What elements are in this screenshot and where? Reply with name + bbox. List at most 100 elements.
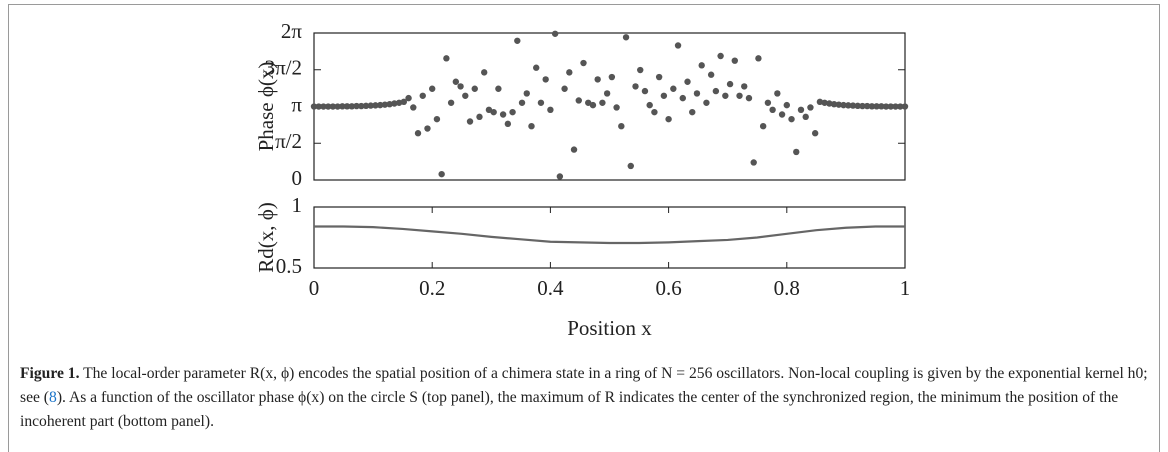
scatter-point xyxy=(854,102,861,110)
scatter-point xyxy=(537,99,545,106)
y-axis-label: Rd(x, ϕ) xyxy=(254,202,278,273)
scatter-point xyxy=(353,102,360,110)
scatter-point xyxy=(774,90,781,97)
scatter-point xyxy=(655,73,663,81)
x-tick-label: 0.4 xyxy=(537,276,564,300)
scatter-point xyxy=(490,108,497,116)
scatter-point xyxy=(476,113,483,121)
y-tick-label: π xyxy=(291,92,302,116)
scatter-point xyxy=(637,66,644,74)
scatter-point xyxy=(599,99,606,106)
scatter-point xyxy=(523,90,530,97)
scatter-point xyxy=(405,94,412,102)
scatter-point xyxy=(585,99,592,106)
scatter-point xyxy=(670,85,677,92)
scatter-point xyxy=(651,108,658,116)
scatter-point xyxy=(868,103,876,110)
scatter-point xyxy=(310,103,318,110)
scatter-point xyxy=(419,92,426,99)
scatter-point xyxy=(376,101,384,109)
scatter-point xyxy=(778,111,786,118)
scatter-point xyxy=(693,90,701,97)
scatter-point xyxy=(726,80,734,88)
scatter-point xyxy=(622,34,630,41)
x-tick-label: 0 xyxy=(309,276,320,300)
caption-text: The local-order parameter R(x, ϕ) encode… xyxy=(20,365,1148,406)
scatter-point xyxy=(339,103,346,110)
scatter-point xyxy=(362,102,370,110)
scatter-point xyxy=(429,85,436,92)
scatter-point xyxy=(646,101,653,109)
scatter-point xyxy=(802,113,809,121)
scatter-point xyxy=(580,59,587,67)
scatter-point xyxy=(830,100,838,108)
scatter-point xyxy=(698,62,705,69)
scatter-point xyxy=(358,102,365,110)
scatter-point xyxy=(882,103,890,110)
x-tick-label: 0.2 xyxy=(419,276,445,300)
scatter-point xyxy=(679,94,686,102)
plot-frame xyxy=(313,206,906,269)
scatter-point xyxy=(717,52,724,60)
scatter-point xyxy=(443,55,450,62)
scatter-point xyxy=(660,92,668,99)
scatter-point xyxy=(504,120,512,128)
scatter-point xyxy=(783,101,790,109)
scatter-point xyxy=(712,87,720,95)
scatter-point xyxy=(731,57,738,64)
scatter-point xyxy=(618,122,625,130)
scatter-point xyxy=(627,162,634,170)
scatter-point xyxy=(684,78,691,85)
y-tick-label: 0.5 xyxy=(276,254,302,278)
scatter-point xyxy=(575,97,582,104)
x-tick-label: 1 xyxy=(900,276,911,300)
scatter-point xyxy=(481,69,488,76)
scatter-point xyxy=(452,78,460,85)
scatter-point xyxy=(901,103,909,110)
scatter-point xyxy=(603,90,611,97)
scatter-point xyxy=(485,106,493,114)
scatter-point xyxy=(811,130,819,137)
scatter-point xyxy=(499,111,507,118)
caption-ref[interactable]: 8 xyxy=(49,389,57,406)
scatter-point xyxy=(324,103,332,110)
scatter-point xyxy=(859,102,866,110)
scatter-point xyxy=(745,94,753,102)
y-tick-label: 1 xyxy=(292,193,303,217)
scatter-point xyxy=(457,83,464,90)
scatter-point xyxy=(514,37,521,44)
scatter-point xyxy=(840,101,847,109)
scatter-point xyxy=(769,106,776,114)
scatter-point xyxy=(466,118,474,125)
scatter-point xyxy=(320,103,327,110)
scatter-point xyxy=(433,115,441,123)
y-tick-label: 3π/2 xyxy=(265,56,302,80)
scatter-point xyxy=(835,101,843,108)
scatter-point xyxy=(542,76,549,83)
line-series xyxy=(314,225,905,245)
x-tick-label: 0.8 xyxy=(774,276,800,300)
scatter-point xyxy=(447,99,455,106)
scatter-point xyxy=(381,101,389,108)
scatter-point xyxy=(561,85,568,92)
y-tick-label: 2π xyxy=(281,19,303,43)
scatter-point xyxy=(438,170,445,178)
scatter-point xyxy=(391,100,398,107)
y-tick-label: 0 xyxy=(292,166,303,190)
scatter-point xyxy=(793,148,800,156)
caption-text: ). As a function of the oscillator phase… xyxy=(20,389,1119,430)
scatter-point xyxy=(533,64,540,71)
scatter-point xyxy=(334,103,341,110)
scatter-point xyxy=(613,104,620,111)
caption-label: Figure 1. xyxy=(20,365,80,382)
scatter-point xyxy=(547,106,554,114)
scatter-point xyxy=(641,87,649,95)
scatter-point xyxy=(764,99,772,106)
scatter-point xyxy=(518,99,526,106)
scatter-point xyxy=(410,104,417,111)
plot-frame xyxy=(313,32,906,181)
scatter-point xyxy=(750,159,757,166)
scatter-point xyxy=(556,173,564,180)
y-axis-label: Phase ϕ(x) xyxy=(254,62,278,152)
